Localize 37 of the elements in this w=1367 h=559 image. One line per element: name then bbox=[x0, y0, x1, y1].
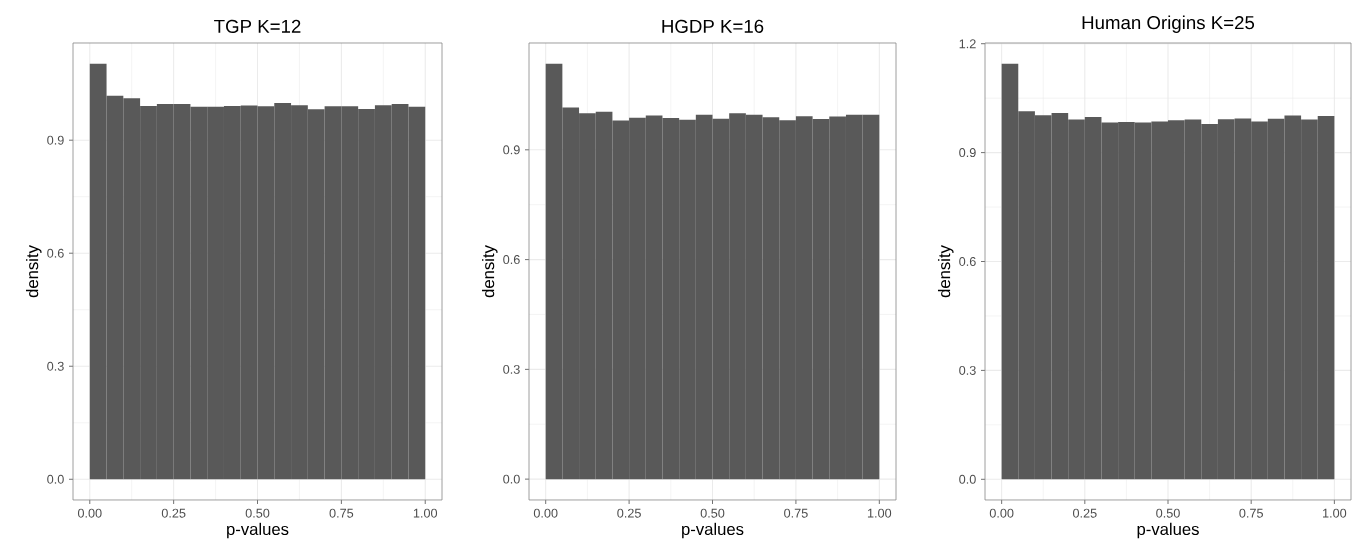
chart-title: HGDP K=16 bbox=[662, 19, 764, 33]
x-tick-label: 0.50 bbox=[245, 508, 270, 518]
x-tick-label: 1.00 bbox=[413, 508, 438, 518]
y-tick-label: 0.6 bbox=[47, 248, 64, 258]
y-tick-label: 1.2 bbox=[959, 39, 976, 49]
y-tick-label: 0.6 bbox=[959, 257, 976, 266]
x-tick-label: 0.00 bbox=[989, 508, 1014, 518]
y-axis-title: density bbox=[937, 245, 954, 298]
y-tick-label: 0.0 bbox=[503, 474, 520, 484]
x-tick-label: 0.50 bbox=[1156, 508, 1180, 518]
y-tick-label: 0.9 bbox=[47, 135, 64, 145]
x-tick-label: 0.75 bbox=[329, 508, 354, 518]
y-tick-label: 0.9 bbox=[503, 145, 520, 155]
y-tick-label: 0.6 bbox=[503, 255, 520, 265]
y-tick-label: 0.0 bbox=[47, 474, 64, 484]
x-tick-label: 0.00 bbox=[77, 508, 102, 518]
x-tick-label: 1.00 bbox=[1323, 508, 1347, 518]
x-tick-label: 0.75 bbox=[1239, 508, 1263, 518]
x-tick-label: 0.25 bbox=[617, 508, 641, 518]
x-tick-label: 0.75 bbox=[784, 508, 808, 518]
x-tick-label: 0.25 bbox=[1073, 508, 1097, 518]
y-tick-label: 0.3 bbox=[959, 365, 976, 375]
y-axis-title: density bbox=[481, 245, 498, 298]
x-axis-title: p-values bbox=[227, 522, 289, 539]
y-tick-label: 0.3 bbox=[503, 364, 520, 374]
x-tick-label: 0.50 bbox=[700, 508, 725, 518]
x-axis-title: p-values bbox=[1137, 522, 1199, 539]
chart-title: TGP K=12 bbox=[214, 19, 301, 33]
x-tick-label: 1.00 bbox=[867, 508, 892, 518]
y-axis-title: density bbox=[25, 245, 42, 298]
y-tick-label: 0.3 bbox=[47, 361, 64, 371]
x-tick-label: 0.00 bbox=[533, 508, 558, 518]
chart-title: Human Origins K=25 bbox=[1082, 15, 1255, 33]
y-tick-label: 0.9 bbox=[959, 148, 976, 158]
x-tick-label: 0.25 bbox=[161, 508, 186, 518]
y-tick-label: 0.0 bbox=[959, 474, 976, 484]
x-axis-title: p-values bbox=[682, 522, 744, 539]
